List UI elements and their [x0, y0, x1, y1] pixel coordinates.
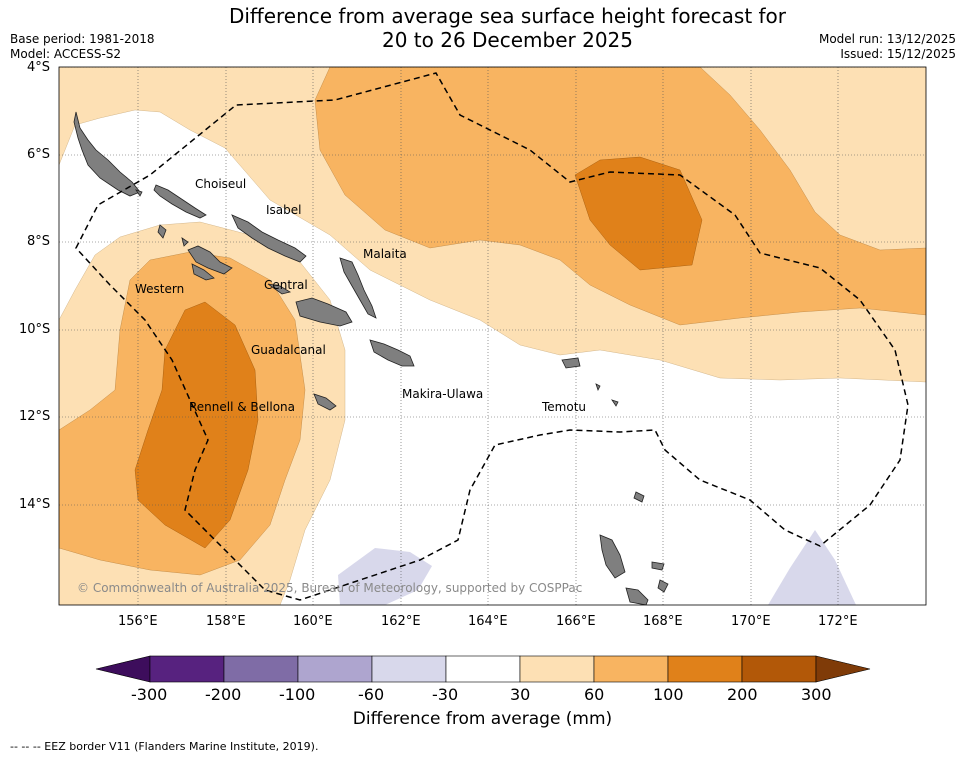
region-label-makira-ulawa: Makira-Ulawa	[402, 387, 484, 401]
contour-100-200-north	[574, 156, 703, 271]
lat-label-6s: 6°S	[27, 147, 51, 162]
lon-label-158e: 158°E	[206, 614, 246, 629]
region-label-rennell-bellona: Rennell & Bellona	[189, 400, 296, 414]
model-name: Model: ACCESS-S2	[10, 47, 122, 61]
map-title-line2: 20 to 26 December 2025	[381, 28, 633, 52]
lon-label-164e: 164°E	[468, 614, 508, 629]
colorbar-seg-neg300-neg200	[149, 655, 225, 683]
graticule	[59, 67, 926, 605]
colorbar	[95, 655, 871, 683]
contour-neg30-neg60-s	[338, 548, 432, 605]
lon-label-166e: 166°E	[556, 614, 596, 629]
colorbar-tick-30: 30	[510, 685, 531, 704]
colorbar-seg-200-300	[741, 655, 817, 683]
lat-label-8s: 8°S	[27, 234, 51, 249]
region-label-choiseul: Choiseul	[195, 177, 247, 191]
colorbar-tick-neg30: -30	[432, 685, 459, 704]
colorbar-tick-neg200: -200	[205, 685, 242, 704]
lon-label-170e: 170°E	[731, 614, 771, 629]
region-label-western: Western	[135, 282, 185, 296]
lat-label-4s: 4°S	[27, 60, 51, 75]
colorbar-seg-100-200	[667, 655, 743, 683]
lon-label-162e: 162°E	[381, 614, 421, 629]
colorbar-title: Difference from average (mm)	[352, 709, 613, 729]
colorbar-extend-high	[815, 655, 871, 683]
colorbar-seg-30-60	[519, 655, 595, 683]
colorbar-seg-neg30-30	[445, 655, 521, 683]
base-period: Base period: 1981-2018	[10, 32, 155, 46]
colorbar-tick-neg300: -300	[131, 685, 168, 704]
colorbar-tick-100: 100	[653, 685, 684, 704]
contour-100-200-west	[134, 301, 259, 549]
lon-label-156e: 156°E	[118, 614, 158, 629]
colorbar-tick-300: 300	[801, 685, 832, 704]
colorbar-seg-neg200-neg100	[223, 655, 299, 683]
colorbar-tick-200: 200	[727, 685, 758, 704]
region-label-central: Central	[264, 278, 308, 292]
map-area	[59, 67, 926, 605]
colorbar-tick-neg60: -60	[358, 685, 385, 704]
copyright-notice: © Commonwealth of Australia 2025, Bureau…	[77, 581, 583, 595]
islands	[73, 111, 669, 605]
map-frame	[58, 66, 927, 606]
region-label-temotu: Temotu	[542, 400, 587, 414]
lon-label-172e: 172°E	[818, 614, 858, 629]
region-label-isabel: Isabel	[266, 203, 302, 217]
map-title-line1: Difference from average sea surface heig…	[228, 4, 787, 28]
issued-date: Issued: 15/12/2025	[840, 47, 956, 61]
lon-label-168e: 168°E	[643, 614, 683, 629]
region-label-malaita: Malaita	[363, 247, 407, 261]
eez-legend-note: -- -- -- EEZ border V11 (Flanders Marine…	[10, 740, 319, 753]
lat-label-12s: 12°S	[19, 409, 51, 424]
region-label-guadalcanal: Guadalcanal	[251, 343, 326, 357]
model-run: Model run: 13/12/2025	[818, 32, 956, 46]
colorbar-seg-neg60-neg30	[371, 655, 447, 683]
colorbar-tick-60: 60	[584, 685, 605, 704]
colorbar-extend-low	[95, 655, 151, 683]
lat-label-10s: 10°S	[19, 322, 51, 337]
lon-label-160e: 160°E	[293, 614, 333, 629]
lat-label-14s: 14°S	[19, 497, 51, 512]
eez-border	[75, 72, 909, 601]
colorbar-seg-60-100	[593, 655, 669, 683]
contour-neg30-neg60-se	[768, 530, 856, 605]
colorbar-tick-neg100: -100	[279, 685, 316, 704]
colorbar-seg-neg100-neg60	[297, 655, 373, 683]
